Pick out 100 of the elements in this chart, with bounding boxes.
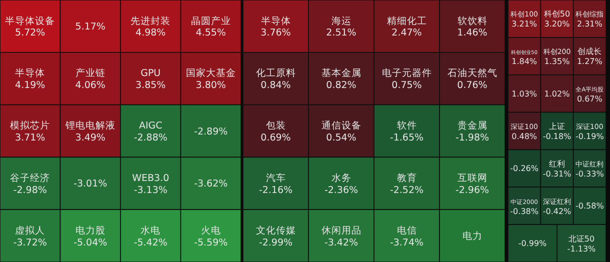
data-label: -3.62%: [194, 178, 228, 190]
data-label: 1.46%: [457, 28, 488, 39]
category-label: 谷子经济: [10, 172, 50, 184]
category-label: 汽车: [266, 172, 286, 184]
category-label: 海运: [331, 14, 352, 27]
data-label: 3.20%: [544, 20, 570, 29]
data-label: 1.02%: [544, 89, 570, 98]
category-label: 创成长: [578, 47, 602, 56]
data-label: -1.13%: [567, 244, 596, 254]
data-label: 3.21%: [512, 20, 538, 29]
category-label: 电力: [462, 230, 482, 242]
category-label: 北证50: [568, 234, 595, 244]
data-label: -0.42%: [542, 206, 572, 216]
data-label: 0.48%: [512, 132, 538, 141]
data-label: 1.35%: [544, 57, 570, 66]
category-label: 产业链: [75, 67, 106, 80]
data-label: 1.27%: [576, 57, 603, 66]
category-label: 先进封装: [130, 14, 171, 27]
category-label: 晶圆产业: [190, 14, 231, 27]
data-label: 1.84%: [512, 57, 538, 66]
category-label: AIGC: [138, 120, 163, 132]
category-label: 半导体: [260, 14, 291, 27]
category-label: 包装: [266, 120, 286, 132]
data-label: 0.67%: [576, 94, 603, 104]
category-label: 国家大基金: [186, 67, 236, 80]
data-label: 0.82%: [326, 80, 356, 92]
data-label: -5.59%: [194, 237, 228, 248]
category-label: 水务: [331, 172, 352, 184]
data-label: -5.42%: [134, 237, 168, 248]
category-label: WEB3.0: [132, 173, 170, 184]
data-label: 2.31%: [576, 20, 603, 29]
data-label: -0.38%: [510, 206, 539, 216]
category-label: 锂电电解液: [64, 120, 116, 132]
data-label: 2.51%: [326, 28, 356, 39]
data-label: 2.47%: [392, 28, 422, 39]
category-label: 半导体: [15, 67, 46, 80]
category-label: 电力股: [75, 224, 106, 236]
category-label: 上证: [549, 122, 565, 131]
data-label: -1.98%: [455, 132, 490, 144]
data-label: 1.03%: [512, 89, 538, 98]
category-label: 水电: [140, 224, 161, 236]
data-label: -0.99%: [518, 239, 548, 248]
category-label: 电信: [396, 224, 417, 236]
data-label: -3.13%: [134, 184, 168, 196]
data-label: 3.80%: [196, 80, 226, 92]
category-label: 基本金属: [321, 67, 362, 80]
category-label: 教育: [396, 172, 417, 184]
data-label: 3.71%: [15, 132, 46, 144]
category-label: GPU: [140, 68, 161, 80]
category-label: 休闲用品: [321, 224, 362, 236]
data-label: 3.85%: [136, 80, 166, 92]
category-label: 精细化工: [386, 14, 427, 27]
data-label: -2.52%: [390, 184, 424, 196]
data-label: 3.76%: [260, 28, 291, 39]
data-label: -0.19%: [576, 132, 604, 141]
category-label: 电子元器件: [382, 67, 432, 80]
category-label: 软饮料: [457, 14, 488, 27]
category-label: 文化传媒: [256, 224, 296, 236]
data-label: -2.36%: [324, 184, 358, 196]
category-label: 火电: [200, 224, 221, 236]
data-label: 0.75%: [392, 80, 422, 92]
category-label: 红利: [549, 159, 565, 168]
data-label: 4.19%: [15, 80, 46, 92]
data-label: 0.84%: [260, 80, 291, 92]
data-label: -2.89%: [194, 126, 228, 138]
data-label: -0.33%: [576, 169, 604, 178]
data-label: 4.98%: [136, 28, 166, 39]
category-label: 贵金属: [457, 120, 488, 132]
data-label: 0.76%: [457, 80, 488, 92]
data-label: -0.58%: [576, 202, 604, 211]
data-label: -3.42%: [324, 237, 358, 248]
data-label: 3.49%: [75, 132, 106, 144]
data-label: -3.01%: [74, 178, 108, 190]
category-label: 互联网: [457, 172, 488, 184]
data-label: 0.69%: [260, 132, 291, 144]
data-label: -0.31%: [542, 169, 572, 178]
data-label: -2.96%: [455, 184, 490, 196]
data-label: -5.04%: [74, 237, 108, 248]
data-label: 0.54%: [326, 132, 356, 144]
category-label: 科创50: [544, 10, 570, 19]
data-label: -2.98%: [13, 184, 47, 196]
category-label: 模拟芯片: [10, 120, 50, 132]
data-label: -3.74%: [390, 237, 424, 248]
data-label: -1.65%: [390, 132, 424, 144]
category-label: 虚拟人: [15, 224, 46, 236]
data-label: -0.18%: [542, 132, 572, 141]
data-label: 4.06%: [75, 80, 106, 92]
category-label: 软件: [396, 120, 417, 132]
data-label: -2.88%: [134, 132, 168, 144]
category-label: 石油天然气: [447, 67, 498, 80]
data-label: -3.72%: [13, 237, 47, 248]
data-label: -2.99%: [258, 237, 293, 248]
data-label: 5.72%: [15, 28, 46, 39]
data-label: 4.55%: [196, 28, 226, 39]
data-label: 5.17%: [75, 22, 106, 33]
category-label: 化工原料: [256, 67, 296, 80]
data-label: -2.16%: [258, 184, 293, 196]
category-label: 半导体设备: [5, 14, 56, 27]
category-label: 通信设备: [321, 120, 362, 132]
data-label: -0.26%: [510, 164, 539, 174]
